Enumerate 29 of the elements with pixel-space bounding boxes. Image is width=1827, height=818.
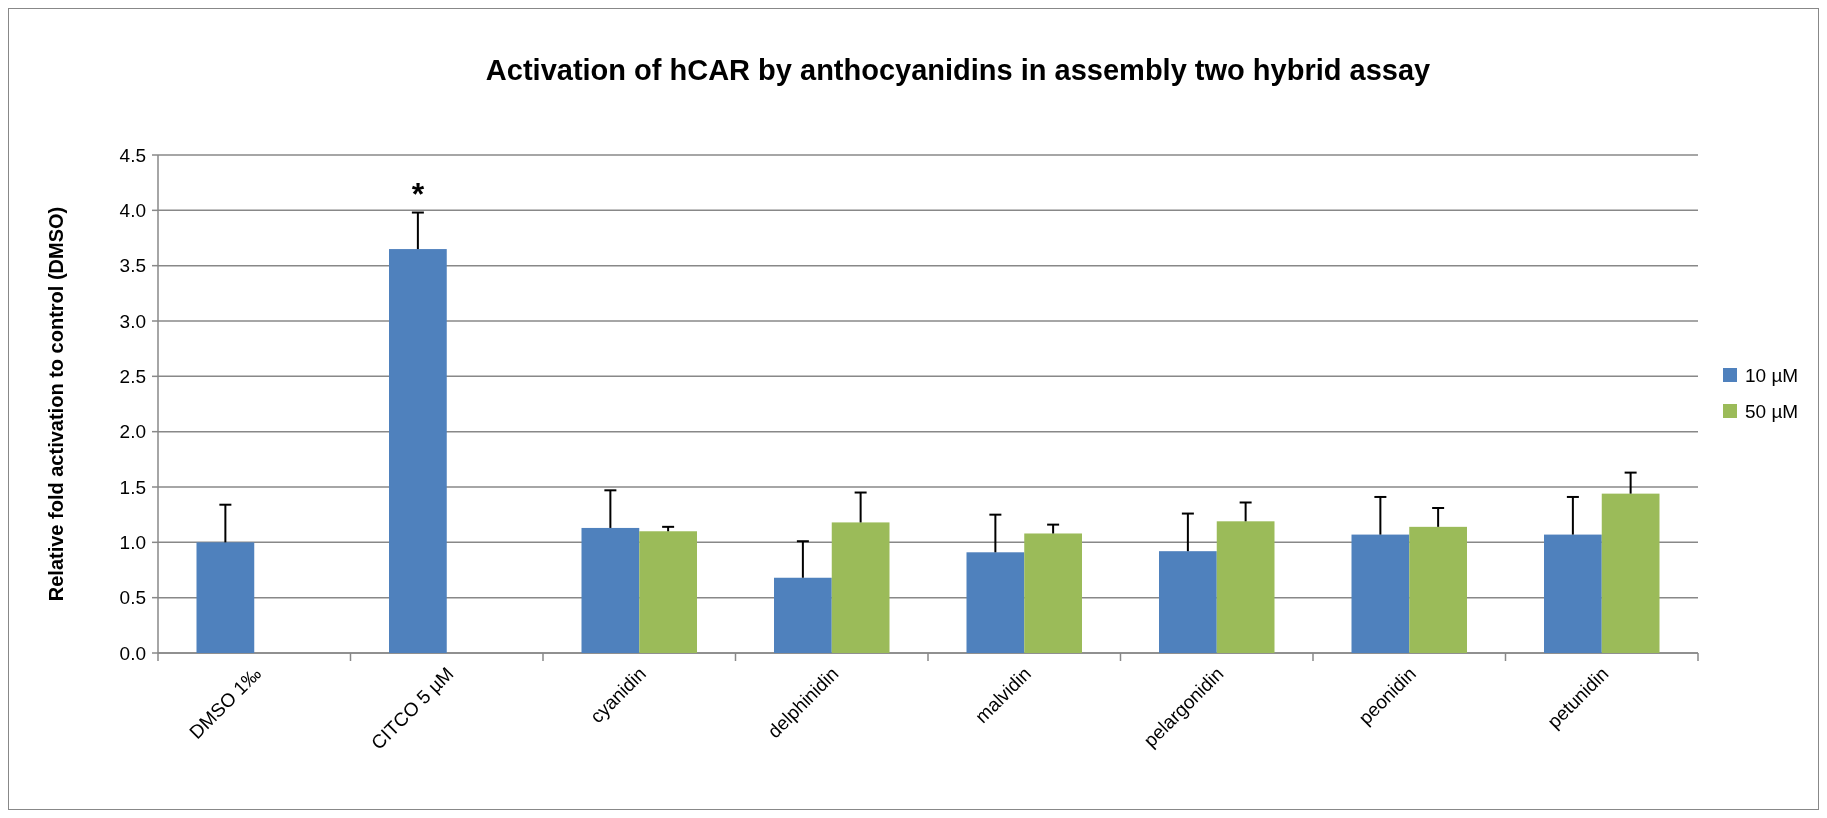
y-tick-label: 2.5 (119, 365, 146, 387)
bar (966, 552, 1025, 653)
bar (1409, 526, 1467, 653)
bar (1024, 533, 1082, 653)
y-axis-title: Relative fold activation to control (DMSO) (45, 206, 67, 602)
bar (774, 577, 832, 653)
legend-label: 10 µM (1745, 364, 1799, 386)
y-tick-label: 3.0 (119, 310, 146, 332)
bar (389, 249, 447, 653)
y-tick-label: 0.0 (119, 642, 146, 664)
chart-title: Activation of hCAR by anthocyanidins in assembly two hybrid assay (485, 54, 1431, 86)
y-tick-label: 3.5 (119, 255, 146, 277)
y-tick-label: 4.5 (119, 144, 146, 166)
bar (1544, 534, 1602, 653)
bar (831, 522, 890, 653)
bar (1159, 551, 1217, 653)
legend-label: 50 µM (1745, 400, 1799, 422)
bar (1351, 534, 1410, 653)
bar (1216, 521, 1275, 653)
y-tick-label: 0.5 (119, 587, 146, 609)
y-tick-label: 1.5 (119, 476, 146, 498)
bar (196, 542, 255, 653)
y-tick-label: 4.0 (119, 199, 146, 221)
y-tick-label: 1.0 (119, 531, 146, 553)
annotation: * (411, 175, 425, 212)
bar (639, 531, 697, 653)
bar (1601, 493, 1660, 653)
y-tick-label: 2.0 (119, 421, 146, 443)
bar (581, 527, 640, 653)
